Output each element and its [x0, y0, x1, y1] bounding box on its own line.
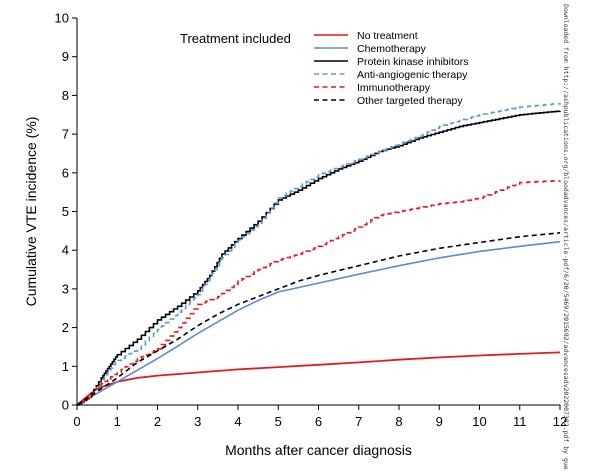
series-line-5	[77, 180, 561, 406]
series-layer	[76, 103, 561, 406]
y-tick-label: 6	[62, 165, 69, 180]
x-tick-label: 2	[154, 414, 161, 429]
x-tick-label: 5	[275, 414, 282, 429]
x-tick-label: 8	[395, 414, 402, 429]
x-tick-label: 12	[553, 414, 567, 429]
series-line-1	[76, 351, 561, 406]
y-tick-label: 0	[62, 398, 69, 413]
series-line-3	[77, 110, 561, 406]
y-tick-label: 1	[62, 359, 69, 374]
x-tick-label: 10	[472, 414, 486, 429]
y-tick-label: 4	[62, 243, 69, 258]
legend-label-4: Anti-angiogenic therapy	[357, 69, 468, 81]
legend-label-6: Other targeted therapy	[357, 95, 463, 107]
axes-layer	[76, 18, 560, 406]
legend-label-2: Chemotherapy	[357, 43, 427, 55]
x-tick-label: 0	[73, 414, 80, 429]
x-tick-label: 4	[234, 414, 241, 429]
series-line-4	[77, 103, 561, 406]
x-tick-label: 11	[513, 414, 527, 429]
legend-label-3: Protein kinase inhibitors	[357, 56, 468, 68]
y-tick-label: 5	[62, 204, 69, 219]
legend-label-5: Immunotherapy	[357, 82, 431, 94]
y-tick-label: 10	[55, 11, 69, 26]
x-tick-label: 1	[114, 414, 121, 429]
legend-label-1: No treatment	[357, 30, 418, 42]
legend-title: Treatment included	[180, 31, 291, 46]
y-tick-label: 2	[62, 320, 69, 335]
x-axis-title: Months after cancer diagnosis	[225, 442, 412, 458]
x-tick-label: 7	[355, 414, 362, 429]
download-watermark: Downloaded from http://ashpublications.o…	[562, 4, 570, 470]
y-tick-label: 8	[62, 88, 69, 103]
legend: Treatment included No treatmentChemother…	[180, 30, 468, 107]
x-tick-label: 3	[194, 414, 201, 429]
series-line-2	[76, 240, 561, 406]
y-tick-label: 9	[62, 49, 69, 64]
series-line-6	[76, 232, 561, 406]
x-tick-label: 9	[436, 414, 443, 429]
y-tick-label: 3	[62, 281, 69, 296]
y-axis-title: Cumulative VTE incidence (%)	[23, 117, 39, 307]
y-tick-label: 7	[62, 127, 69, 142]
x-tick-label: 6	[315, 414, 322, 429]
